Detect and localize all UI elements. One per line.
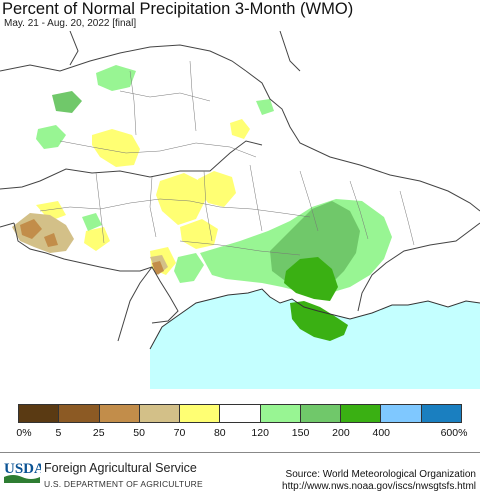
yellow-areas <box>36 119 250 275</box>
legend-labels: 0% 5 25 50 70 80 120 150 200 400 600% <box>0 427 480 441</box>
legend-swatch <box>220 405 261 422</box>
legend-label: 50 <box>133 427 145 439</box>
legend-label: 0% <box>16 427 32 439</box>
precipitation-map <box>0 31 480 389</box>
source-url[interactable]: http://www.nws.noaa.gov/iscs/nwsgtsfs.ht… <box>282 481 476 492</box>
legend-label: 600% <box>440 427 468 439</box>
legend-label: 200 <box>332 427 350 439</box>
map-title: Percent of Normal Precipitation 3-Month … <box>2 0 354 18</box>
legend-swatch <box>59 405 100 422</box>
black-sea <box>150 289 480 389</box>
legend-swatch <box>139 405 181 422</box>
legend-label: 120 <box>251 427 269 439</box>
source-text: Source: World Meteorological Organizatio… <box>285 469 476 480</box>
legend-label: 150 <box>291 427 310 439</box>
agency-name: Foreign Agricultural Service <box>44 461 197 475</box>
legend-label: 25 <box>92 427 105 439</box>
coastline <box>149 288 480 350</box>
legend-bar <box>18 404 462 423</box>
legend-swatch <box>99 405 140 422</box>
usda-logo: USDA <box>4 461 41 483</box>
map-subtitle: May. 21 - Aug. 20, 2022 [final] <box>4 18 137 29</box>
department-name: U.S. DEPARTMENT OF AGRICULTURE <box>44 479 203 489</box>
legend-swatch <box>421 405 461 422</box>
legend-swatch <box>19 405 60 422</box>
legend-swatch <box>180 405 221 422</box>
legend-label: 400 <box>372 427 391 439</box>
legend-swatch <box>260 405 301 422</box>
footer-divider <box>0 452 480 453</box>
lightbrown-areas <box>20 219 164 275</box>
brightgreen-areas <box>284 257 348 341</box>
legend-swatch <box>381 405 422 422</box>
legend-label: 70 <box>173 427 186 439</box>
legend-swatch <box>300 405 342 422</box>
usda-logo-text: USDA <box>4 461 41 477</box>
country-borders <box>0 31 480 342</box>
legend-label: 5 <box>55 427 62 439</box>
legend-label: 80 <box>213 427 226 439</box>
legend-swatch <box>341 405 382 422</box>
region-borders <box>39 60 415 256</box>
